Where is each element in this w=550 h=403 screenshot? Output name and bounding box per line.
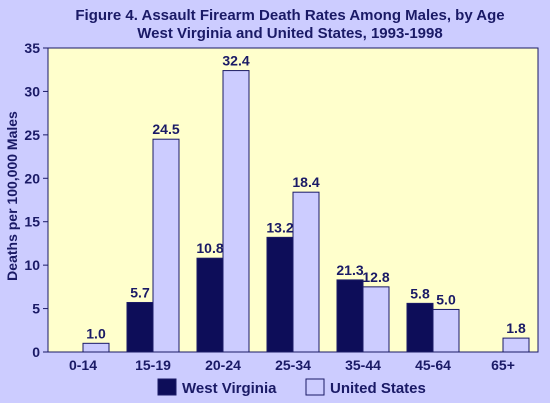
- bar-west-virginia: [266, 236, 294, 353]
- data-label: 24.5: [152, 121, 179, 137]
- bar-united-states: [362, 286, 390, 353]
- data-label: 32.4: [222, 53, 249, 69]
- chart-title: Figure 4. Assault Firearm Death Rates Am…: [75, 7, 504, 24]
- y-axis: 0 5 10 15 20 25 30 35: [24, 40, 48, 360]
- bar-united-states: [152, 138, 180, 353]
- y-tick-label: 15: [24, 214, 40, 230]
- data-label: 13.2: [266, 219, 293, 235]
- y-tick-label: 20: [24, 170, 40, 186]
- data-label: 21.3: [336, 262, 363, 278]
- bar-west-virginia: [406, 302, 434, 353]
- data-label: 10.8: [196, 240, 223, 256]
- y-tick-label: 0: [32, 344, 40, 360]
- legend-label: West Virginia: [182, 380, 277, 397]
- bar-united-states: [432, 308, 460, 353]
- bar-west-virginia: [336, 279, 364, 353]
- bar-united-states: [502, 337, 530, 353]
- y-tick-label: 35: [24, 40, 40, 56]
- bar-west-virginia: [126, 301, 154, 353]
- x-axis: 0-14 15-19 20-24 25-34 35-44 45-64 65+: [69, 357, 515, 373]
- y-tick-label: 30: [24, 83, 40, 99]
- data-label: 1.8: [506, 320, 526, 336]
- legend-swatch: [157, 378, 177, 396]
- y-tick-label: 25: [24, 127, 40, 143]
- x-tick-label: 20-24: [205, 357, 241, 373]
- x-tick-label: 0-14: [69, 357, 97, 373]
- y-tick-label: 10: [24, 257, 40, 273]
- data-label: 5.8: [410, 285, 430, 301]
- data-label: 5.0: [436, 291, 456, 307]
- x-tick-label: 65+: [491, 357, 515, 373]
- x-tick-label: 15-19: [135, 357, 171, 373]
- data-label: 12.8: [362, 269, 389, 285]
- chart-subtitle: West Virginia and United States, 1993-19…: [137, 25, 442, 42]
- data-label: 18.4: [292, 174, 319, 190]
- bars: 1.0 5.7 24.5 10.8 32.4 13.2 18.4 21.312.8 5.8 5.0…: [82, 53, 530, 353]
- bar-united-states: [292, 191, 320, 353]
- data-label: 5.7: [130, 284, 150, 300]
- bar-united-states: [222, 70, 250, 353]
- legend-swatch: [305, 378, 325, 396]
- x-tick-label: 35-44: [345, 357, 381, 373]
- bar-west-virginia: [196, 257, 224, 353]
- y-axis-label: Deaths per 100,000 Males: [4, 111, 20, 281]
- bar-united-states: [82, 342, 110, 353]
- x-tick-label: 45-64: [415, 357, 451, 373]
- y-tick-label: 5: [32, 301, 40, 317]
- legend-label: United States: [330, 380, 426, 397]
- x-tick-label: 25-34: [275, 357, 311, 373]
- legend: West Virginia United States: [157, 378, 426, 397]
- data-label: 1.0: [86, 325, 106, 341]
